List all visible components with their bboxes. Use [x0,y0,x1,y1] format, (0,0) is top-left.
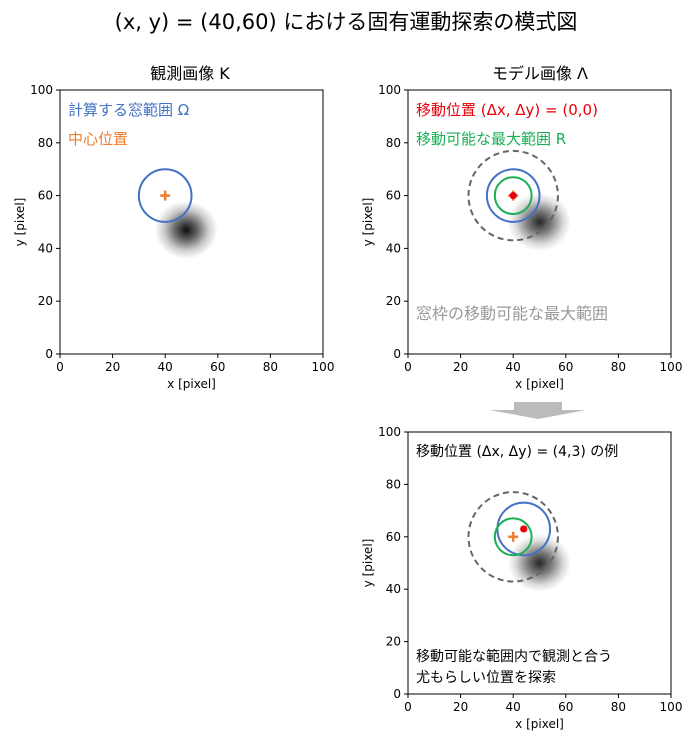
model-position-dot [509,192,517,200]
figure-title: (x, y) = (40,60) における固有運動探索の模式図 [115,10,578,34]
panel-title-observation: 観測画像 K [150,64,230,83]
panel-observation: 0 20 40 60 80 100 0 20 40 60 80 100 x [pixel] y [pixe… [13,83,334,391]
obs-ytick-label: 40 [38,241,53,255]
obs-ytick-label: 20 [38,294,53,308]
obs-window-circle [137,168,193,223]
legend-window: 計算する窓範囲 Ω [68,101,189,119]
model-ytick-label: 80 [386,136,401,150]
example-ytick-label: 80 [386,477,401,491]
panel-title-model: モデル画像 Λ [492,64,588,83]
obs-xlabel: x [pixel] [167,377,216,391]
down-arrow-icon [490,402,586,419]
example-xtick-label: 80 [611,700,626,714]
example-ylabel: y [pixel] [361,539,375,588]
obs-ytick-label: 60 [38,189,53,203]
model-xtick-label: 0 [404,360,412,374]
obs-xtick-label: 80 [263,360,278,374]
example-source-blob [507,534,572,592]
model-xlabel: x [pixel] [515,377,564,391]
legend-center: 中心位置 [68,130,128,148]
example-ytick-label: 20 [386,635,401,649]
obs-ytick-label: 0 [45,347,53,361]
example-label: 移動位置 (Δx, Δy) = (4,3) の例 [416,444,618,460]
panel-example: 0 20 40 60 80 100 0 20 40 60 80 100 x [pixel] y [pixe… [361,425,682,731]
obs-ytick-label: 100 [30,83,53,97]
example-ytick-label: 40 [386,582,401,596]
obs-xtick-label: 60 [210,360,225,374]
example-caption-line2: 尤もらしい位置を探索 [416,669,556,686]
model-window-circle [485,168,541,223]
example-ytick-label: 60 [386,530,401,544]
model-ytick-label: 100 [378,83,401,97]
model-xtick-label: 20 [453,360,468,374]
obs-xtick-label: 0 [56,360,64,374]
obs-ytick-label: 80 [38,136,53,150]
model-xtick-label: 60 [558,360,573,374]
example-xlabel: x [pixel] [515,717,564,731]
model-xtick-label: 40 [506,360,521,374]
legend-position: 移動位置 (Δx, Δy) = (0,0) [416,101,598,119]
frame-range-label: 窓枠の移動可能な最大範囲 [416,304,608,323]
example-caption-line1: 移動可能な範囲内で観測と合う [416,648,612,665]
panel-model: 0 20 40 60 80 100 0 20 40 60 80 100 x [pixel] y [pixe… [361,83,682,391]
model-xtick-label: 80 [611,360,626,374]
legend-range: 移動可能な最大範囲 R [416,130,566,148]
obs-xtick-label: 40 [158,360,173,374]
example-ytick-label: 100 [378,425,401,439]
model-ytick-label: 20 [386,294,401,308]
obs-ylabel: y [pixel] [13,198,27,247]
example-position-dot [520,525,528,533]
model-ytick-label: 60 [386,189,401,203]
obs-xtick-label: 20 [105,360,120,374]
example-frame-range-circle [467,491,559,583]
example-ytick-label: 0 [393,687,401,701]
obs-xtick-label: 100 [312,360,335,374]
example-axes-frame [407,431,672,695]
obs-source-blob [154,200,218,259]
model-ytick-label: 0 [393,347,401,361]
model-ylabel: y [pixel] [361,198,375,247]
model-ytick-label: 40 [386,241,401,255]
example-xtick-label: 100 [660,700,683,714]
example-xtick-label: 60 [558,700,573,714]
example-xtick-label: 0 [404,700,412,714]
model-frame-range-circle [467,149,559,242]
example-xtick-label: 20 [453,700,468,714]
example-xtick-label: 40 [506,700,521,714]
model-move-range-circle [493,176,533,216]
model-xtick-label: 100 [660,360,683,374]
example-move-range-circle [493,517,533,557]
